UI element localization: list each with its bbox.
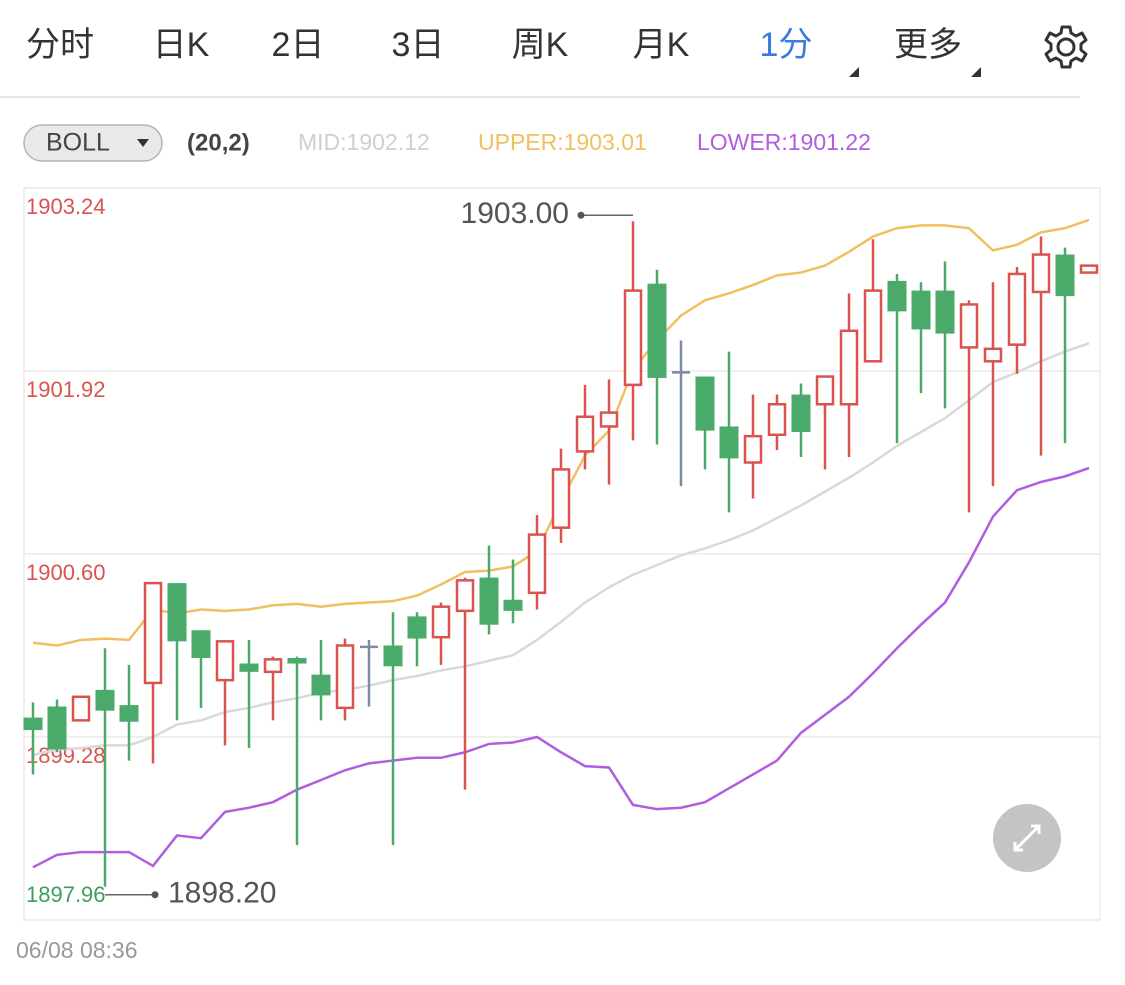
candle-body: [599, 411, 619, 428]
candle-body: [527, 533, 547, 595]
y-tick-label: 1900.60: [26, 560, 106, 585]
candle-body: [767, 403, 787, 437]
candle-body: [47, 706, 67, 750]
tab[interactable]: 月K: [633, 26, 690, 64]
candle-body: [551, 468, 571, 529]
tab[interactable]: 日K: [153, 26, 210, 64]
low-label: 1898.20: [168, 877, 276, 910]
gear: [1044, 25, 1088, 69]
tab-active[interactable]: 1分: [760, 26, 813, 64]
candle-body: [335, 644, 355, 710]
candle-body: [191, 630, 211, 658]
gear-hole: [1056, 37, 1076, 57]
candle-body: [743, 434, 763, 464]
candle-body: [1055, 254, 1075, 297]
time-label: 06/08 08:36: [16, 937, 138, 963]
low-dot: [151, 891, 159, 899]
candle-body: [887, 280, 907, 312]
candle-body: [167, 583, 187, 642]
candle-body: [311, 674, 331, 696]
candle-body: [95, 689, 115, 711]
candle-body: [263, 658, 283, 674]
settings-icon[interactable]: [1044, 25, 1088, 69]
candle-body: [791, 394, 811, 432]
candle-body: [647, 283, 667, 378]
dropdown-corner: [971, 67, 981, 77]
candle-body: [407, 616, 427, 639]
candle-body: [239, 663, 259, 672]
band-line: [32, 466, 1090, 869]
candle-body: [71, 695, 91, 722]
candle-body: [1007, 272, 1027, 346]
candle-body: [479, 577, 499, 625]
candle-body: [695, 376, 715, 431]
candle-body: [383, 645, 403, 667]
band-line: [32, 342, 1090, 757]
fullscreen-button[interactable]: [993, 804, 1061, 872]
candle-body: [839, 329, 859, 406]
candle-body: [455, 579, 475, 613]
indicator-bar: BOLL (20,2) MID:1902.12 UPPER:1903.01 LO…: [23, 124, 871, 162]
candle-body: [1079, 264, 1099, 274]
high-dot: [577, 211, 585, 219]
candle-body: [863, 289, 883, 363]
candle-body: [503, 599, 523, 611]
indicator-name: BOLL: [46, 129, 110, 157]
indicator-select[interactable]: [23, 124, 163, 162]
candle-body: [143, 581, 163, 685]
candle-body: [815, 375, 835, 406]
tab[interactable]: 3日: [392, 26, 445, 64]
tab[interactable]: 分时: [26, 26, 94, 64]
y-tick-label: 1897.96: [26, 882, 106, 907]
expand-icon: [1013, 824, 1041, 852]
candle-body: [575, 415, 595, 453]
tab[interactable]: 2日: [272, 26, 325, 64]
mid-value: MID:1902.12: [298, 129, 430, 155]
candle-body: [623, 289, 643, 387]
y-tick-label: 1901.92: [26, 377, 106, 402]
candle-body: [719, 426, 739, 459]
dropdown-corner: [849, 67, 859, 77]
candle-body: [1031, 253, 1051, 294]
candle-body: [23, 717, 43, 731]
candle-body: [287, 657, 307, 664]
tab[interactable]: 周K: [512, 26, 569, 64]
tab-bar: 分时 日K 2日 3日 周K 月K 1分 更多: [26, 25, 1088, 77]
y-tick-label: 1903.24: [26, 194, 106, 219]
candle-body: [431, 605, 451, 639]
dropdown-arrow: [137, 139, 149, 147]
upper-value: UPPER:1903.01: [478, 129, 647, 155]
tab[interactable]: 更多: [894, 26, 962, 64]
band-line: [32, 218, 1090, 647]
high-label: 1903.00: [461, 197, 569, 230]
candle-body: [935, 290, 955, 334]
candle-body: [215, 640, 235, 682]
candle-body: [959, 303, 979, 349]
candle-body: [119, 705, 139, 722]
candle-body: [983, 347, 1003, 363]
indicator-params: (20,2): [187, 129, 250, 156]
candle-body: [911, 290, 931, 330]
lower-value: LOWER:1901.22: [697, 129, 871, 155]
plot: 1903.241901.921900.601899.281897.961903.…: [23, 187, 1100, 921]
